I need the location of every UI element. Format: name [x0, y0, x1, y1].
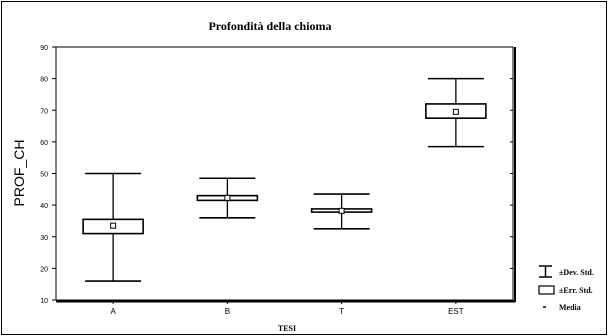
y-axis-ticks: 10 20 30 40 50 60 70 80 90: [40, 45, 513, 305]
y-tick-label: 40: [40, 203, 48, 210]
legend-label-sd: ±Dev. Std.: [559, 268, 594, 277]
legend-item-whisker: ±Dev. Std.: [539, 265, 594, 278]
box-t: [310, 193, 373, 230]
x-axis-ticks: A B T EST: [110, 300, 464, 316]
box-a: [82, 172, 144, 282]
y-tick-label: 90: [40, 45, 48, 52]
x-tick-label: EST: [448, 307, 464, 316]
y-tick-label: 80: [40, 77, 48, 84]
legend-item-point: Media: [543, 303, 581, 312]
x-tick-label: B: [225, 307, 230, 316]
x-tick-label: A: [110, 307, 116, 316]
box-series: [82, 77, 487, 282]
y-tick-label: 20: [40, 266, 48, 273]
y-tick-label: 70: [40, 108, 48, 115]
y-tick-label: 30: [40, 235, 48, 242]
chart-title: Profondità della chioma: [208, 19, 331, 33]
y-axis-label: PROF_CH: [11, 140, 27, 207]
legend-item-box: ±Err. Std.: [538, 285, 593, 295]
y-tick-label: 10: [40, 298, 48, 305]
x-axis-label: TESI: [278, 324, 296, 333]
legend-label-se: ±Err. Std.: [559, 286, 593, 295]
box-est: [425, 77, 487, 148]
legend: ±Dev. Std. ±Err. Std. Media: [538, 265, 594, 312]
mean-point: [452, 108, 459, 115]
mean-point: [224, 194, 231, 201]
box-b: [196, 177, 259, 219]
legend-label-mean: Media: [559, 303, 581, 312]
mean-point: [338, 207, 345, 214]
x-tick-label: T: [339, 307, 344, 316]
y-tick-label: 50: [40, 172, 48, 179]
y-tick-label: 60: [40, 140, 48, 147]
mean-point: [110, 222, 117, 229]
